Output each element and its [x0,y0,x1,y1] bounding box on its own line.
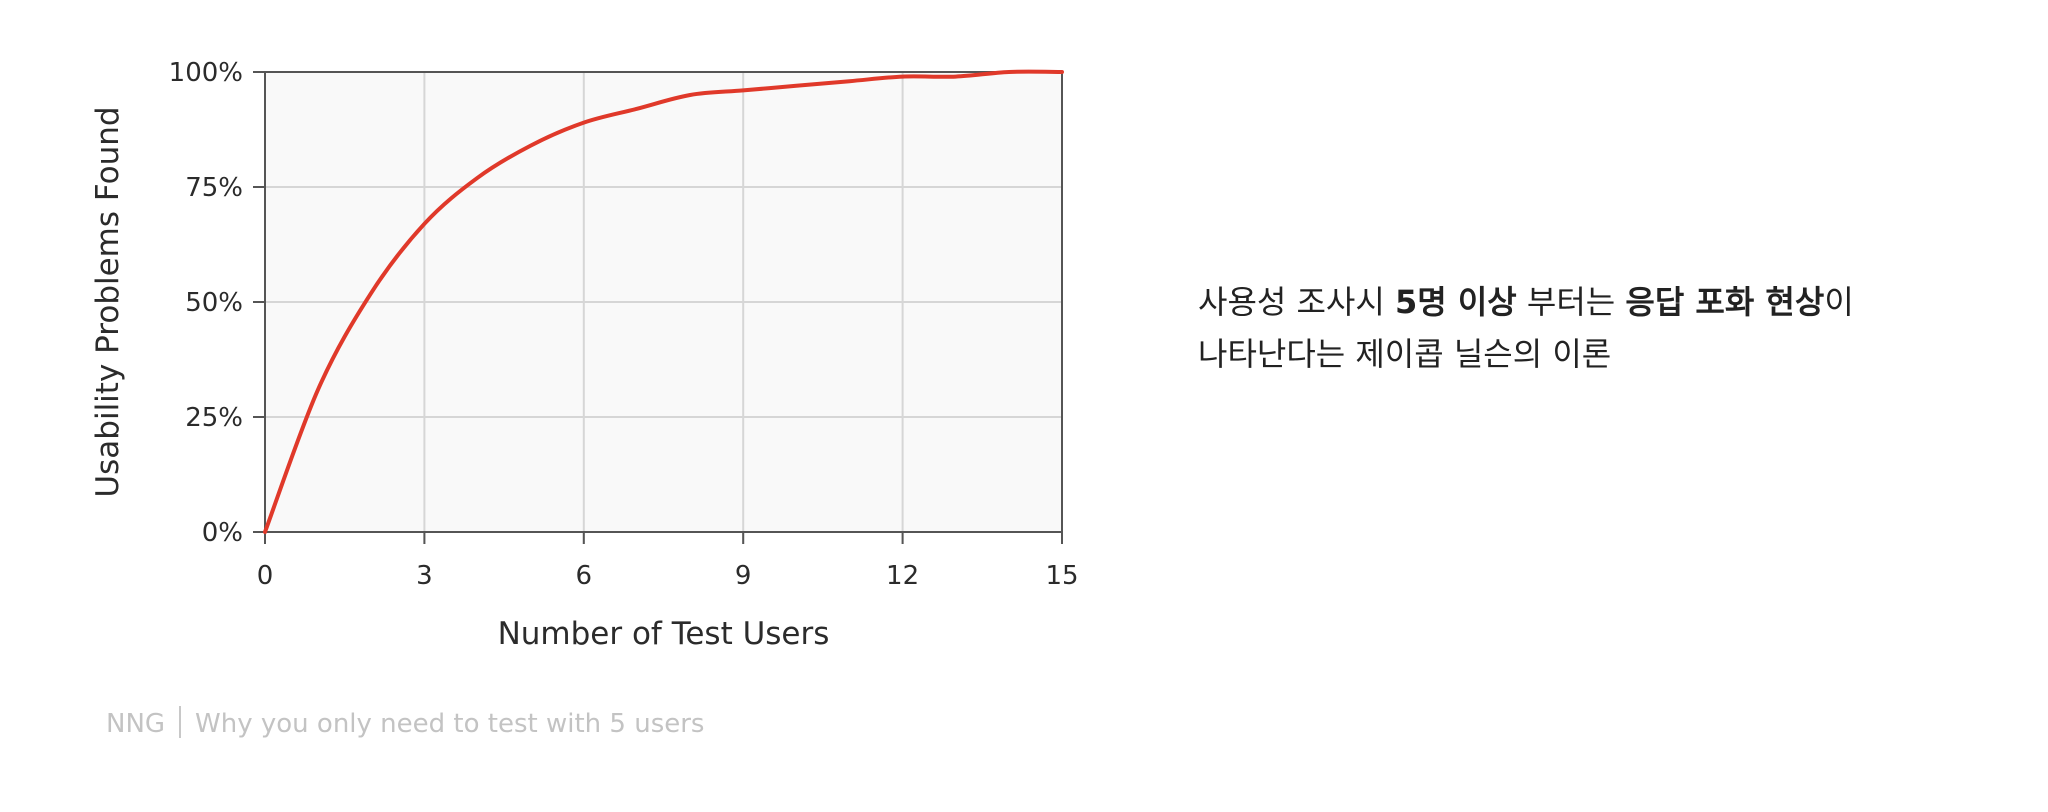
caption-source: NNG [106,709,166,739]
caption-divider [179,706,182,738]
description-line-1: 사용성 조사시 5명 이상 부터는 응답 포화 현상이 [1198,276,1958,328]
source-caption: NNG Why you only need to test with 5 user… [106,706,704,739]
desc-highlight-users: 5명 이상 [1394,283,1517,321]
y-axis-ticks: 0% 25% 50% 75% 100% [169,58,265,548]
description-line-2: 나타난다는 제이콥 닐슨의 이론 [1198,335,1612,373]
x-tick-label: 3 [416,561,433,591]
desc-part-2: 부터는 [1516,283,1626,321]
y-tick-label: 0% [202,518,243,548]
description-text: 사용성 조사시 5명 이상 부터는 응답 포화 현상이 나타난다는 제이콥 닐슨… [1198,276,1958,380]
y-tick-label: 25% [185,403,243,433]
y-tick-label: 75% [185,173,243,203]
desc-highlight-saturation: 응답 포화 현상 [1625,283,1825,321]
series-line [263,69,1064,534]
x-tick-label: 9 [735,561,752,591]
x-tick-label: 6 [576,561,593,591]
x-tick-label: 0 [257,561,274,591]
desc-part-3: 이 [1824,283,1854,321]
y-axis-label: Usability Problems Found [90,106,126,497]
x-tick-label: 12 [886,561,919,591]
caption-text: Why you only need to test with 5 users [195,709,705,739]
x-axis-ticks: 0 3 6 9 12 15 [257,532,1079,591]
usability-chart: 0% 25% 50% 75% 100% 0 3 6 9 12 15 Number of Test … [90,58,1079,652]
x-axis-label: Number of Test Users [498,616,830,652]
y-tick-label: 50% [185,288,243,318]
y-tick-label: 100% [169,58,243,88]
desc-part-1: 사용성 조사시 [1198,283,1395,321]
x-tick-label: 15 [1045,561,1078,591]
